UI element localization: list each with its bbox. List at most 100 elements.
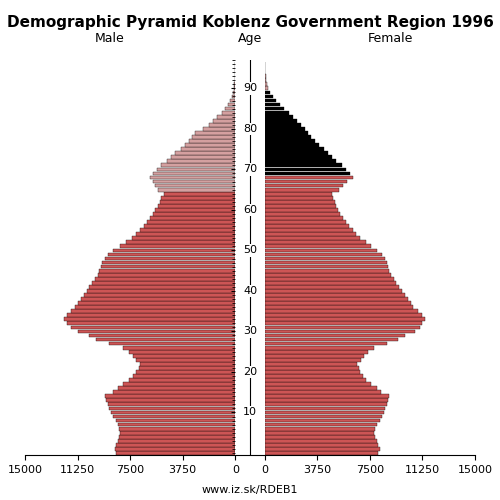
Bar [189,139,236,143]
Bar [161,196,236,200]
Bar [156,184,236,188]
Bar [192,135,236,139]
Bar [264,443,378,446]
Bar [264,119,297,122]
Bar [264,123,301,126]
Bar [264,354,364,358]
Bar [108,252,236,256]
Text: Age: Age [238,32,262,45]
Bar [81,297,235,301]
Bar [133,374,236,378]
Bar [194,131,235,135]
Bar [123,346,236,350]
Bar [264,152,328,155]
Bar [264,370,360,374]
Text: Male: Male [95,32,125,45]
Bar [264,143,320,147]
Bar [116,451,236,455]
Bar [175,152,236,155]
Bar [264,102,280,106]
Bar [264,318,424,321]
Bar [152,212,236,216]
Bar [264,277,394,280]
Bar [230,98,235,102]
Bar [264,350,368,354]
Bar [264,423,377,426]
Bar [86,289,236,293]
Bar [114,447,236,451]
Bar [264,386,377,390]
Bar [72,310,235,313]
Text: Female: Female [368,32,412,45]
Bar [264,172,350,175]
Bar [114,390,236,394]
Bar [264,418,380,422]
Text: 10: 10 [243,408,257,418]
Bar [144,224,236,228]
Bar [67,314,235,317]
Bar [264,390,381,394]
Bar [264,410,384,414]
Text: www.iz.sk/RDEB1: www.iz.sk/RDEB1 [202,485,298,495]
Bar [264,435,376,438]
Bar [264,232,356,236]
Bar [264,265,388,268]
Bar [264,362,357,366]
Bar [222,111,235,114]
Bar [118,423,236,426]
Bar [264,188,339,192]
Bar [180,148,236,151]
Bar [264,196,334,200]
Bar [264,180,347,184]
Bar [264,115,293,118]
Bar [138,366,235,370]
Bar [264,164,342,167]
Bar [232,94,235,98]
Bar [136,358,235,362]
Bar [152,172,236,175]
Bar [118,439,236,442]
Bar [264,220,346,224]
Bar [264,131,308,135]
Bar [120,431,236,434]
Bar [152,180,236,184]
Bar [126,240,236,244]
Bar [264,228,353,232]
Bar [128,350,236,354]
Bar [264,431,374,434]
Bar [264,310,418,313]
Bar [203,127,235,130]
Bar [136,232,235,236]
Bar [264,256,386,260]
Bar [102,260,236,264]
Bar [90,285,236,288]
Bar [105,256,236,260]
Bar [234,82,235,86]
Bar [264,212,340,216]
Bar [109,406,236,410]
Bar [208,123,236,126]
Bar [147,220,236,224]
Bar [264,374,363,378]
Bar [84,293,235,297]
Bar [76,306,235,309]
Bar [264,342,386,345]
Bar [106,398,236,402]
Bar [161,164,236,167]
Bar [108,402,236,406]
Bar [98,273,235,276]
Bar [95,277,236,280]
Bar [264,281,396,284]
Bar [109,342,236,345]
Bar [264,200,335,203]
Bar [160,200,236,203]
Bar [140,362,235,366]
Text: 90: 90 [243,84,257,94]
Bar [264,330,414,334]
Bar [264,414,382,418]
Bar [158,188,236,192]
Text: 60: 60 [243,205,257,215]
Bar [100,265,235,268]
Bar [264,394,390,398]
Bar [264,398,388,402]
